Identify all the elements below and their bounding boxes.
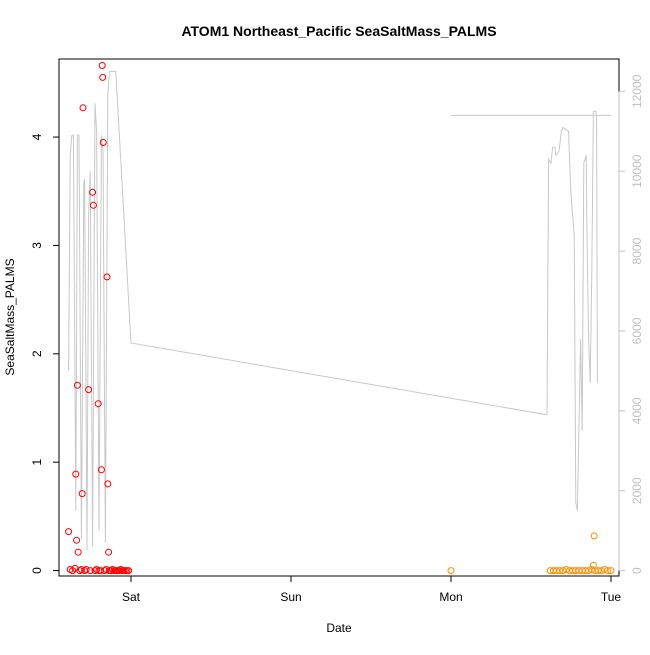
series-1-point [76, 567, 84, 575]
points-layer [65, 62, 615, 575]
series-1-point [72, 470, 80, 478]
x-axis-label: Date [326, 621, 352, 635]
y-tick-label: 2 [30, 350, 44, 357]
chart-title: ATOM1 Northeast_Pacific SeaSaltMass_PALM… [181, 23, 496, 39]
series-2-point [556, 567, 564, 575]
series-1-point [77, 566, 85, 573]
series-1-point [86, 567, 94, 575]
x-tick-label: Mon [439, 590, 462, 604]
y-axis-label: SeaSaltMass_PALMS [3, 258, 17, 375]
axes-layer: 0 1 2 3 4 0 2000 4000 6000 8000 10000 12000 Sat Sun Mo… [30, 74, 644, 604]
series-1-point [94, 400, 102, 408]
series-1-point [117, 566, 125, 573]
series-2-point [594, 567, 602, 575]
y2-tick-label: 12000 [630, 74, 644, 108]
series-2-point [604, 567, 612, 575]
series-1-point [104, 480, 112, 488]
series-2-point [590, 532, 598, 540]
series-1-point [73, 536, 81, 544]
altitude-line-layer [68, 70, 611, 551]
plot-frame [58, 58, 620, 577]
y-tick-label: 4 [30, 133, 44, 140]
series-1-point [69, 567, 77, 575]
y2-tick-label: 6000 [630, 317, 644, 344]
series-1-point [74, 548, 82, 556]
series-1-point [89, 201, 97, 209]
series-1-point [98, 62, 106, 69]
y-tick-label: 3 [30, 242, 44, 249]
series-1-point [78, 490, 86, 498]
series-1-point [109, 566, 117, 573]
y2-tick-label: 8000 [630, 237, 644, 264]
series-1-point [97, 466, 105, 474]
series-1-point [99, 73, 107, 81]
x-tick-label: Sat [122, 590, 141, 604]
y-tick-label: 0 [30, 567, 44, 574]
series-1-point [89, 188, 97, 196]
y-tick-label: 1 [30, 459, 44, 466]
series-1-point [105, 548, 113, 556]
series-1-point [82, 566, 90, 573]
series-1-point [125, 567, 133, 575]
y2-tick-label: 0 [630, 567, 644, 574]
altitude-line [68, 70, 598, 551]
series-2-point [607, 567, 615, 575]
y2-tick-label: 4000 [630, 397, 644, 424]
series-2-point [562, 566, 570, 573]
x-tick-label: Sun [280, 590, 301, 604]
series-1-point [103, 273, 111, 281]
x-tick-label: Tue [601, 590, 622, 604]
series-2-point [601, 566, 609, 573]
series-1-point [65, 528, 73, 536]
series-2-point [588, 566, 596, 573]
y2-tick-label: 10000 [630, 154, 644, 188]
series-2-point [447, 567, 455, 575]
series-2-point [581, 567, 589, 575]
series-1-point [99, 139, 107, 146]
series-1-point [73, 381, 81, 389]
y2-tick-label: 2000 [630, 477, 644, 504]
series-1-point [79, 104, 87, 112]
series-1-point [85, 386, 93, 394]
